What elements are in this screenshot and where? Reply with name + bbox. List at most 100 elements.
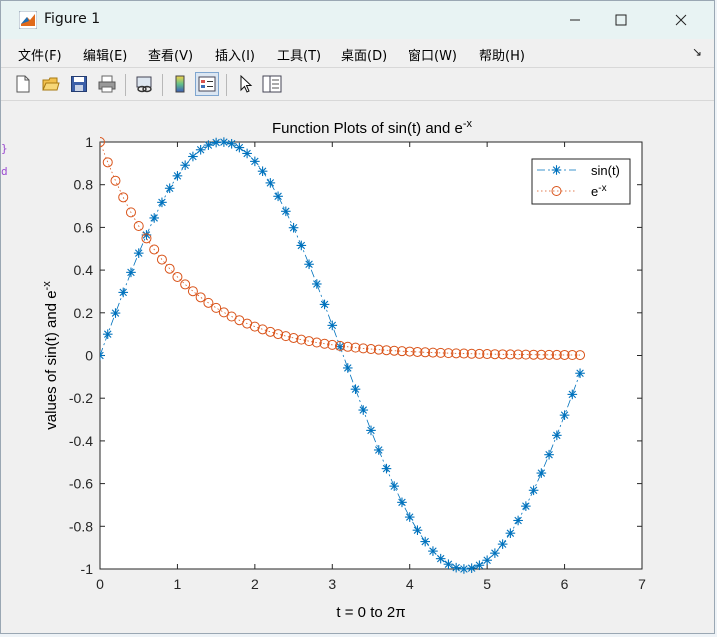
legend-marker [551,165,562,175]
data-point [459,564,469,574]
menu-tools[interactable]: 工具(T) [277,49,322,64]
data-point [188,151,198,162]
data-point [226,138,237,149]
figure-canvas: } d 0 1 2 3 4 5 6 7 -1 -0.8 -0.6 -0.4 -0.2 0 0.2 0.4 0.6… [1,102,714,633]
x-axis-label: t = 0 to 2π [336,604,405,621]
data-point [552,430,562,441]
toolbar-separator [125,74,126,96]
window-title: Figure 1 [44,11,101,27]
menu-file[interactable]: 文件(F) [18,49,62,64]
data-point [497,539,508,549]
data-point [100,137,105,147]
data-point [195,292,206,303]
menu-desktop[interactable]: 桌面(D) [341,49,388,64]
data-point [404,346,415,357]
x-tick-label: 7 [638,576,646,592]
y-tick-label: -0.8 [69,518,93,534]
data-point [126,267,136,278]
legend-box [531,158,631,205]
data-point [265,178,276,188]
data-point [567,350,578,361]
toolbar-separator [162,74,163,96]
data-point [172,171,183,181]
menu-help[interactable]: 帮助(H) [479,49,525,64]
data-point [218,307,229,318]
data-point [536,349,547,360]
new-figure-button[interactable] [11,72,35,96]
colorbar-button[interactable] [168,72,192,96]
data-point [427,347,438,358]
menu-edit[interactable]: 编辑(E) [83,49,128,64]
data-point [412,346,423,357]
data-point [100,350,105,361]
data-point [567,389,578,400]
legend-button[interactable] [195,72,219,96]
data-point [451,562,461,573]
data-point [482,555,492,566]
minimize-button[interactable] [552,1,598,39]
figure-toolbar [1,67,714,101]
data-point [559,410,570,420]
chart-title: Function Plots of sin(t) and e-x [272,118,473,137]
y-tick-label: 0.6 [74,219,94,235]
y-tick-label: 0 [85,348,93,364]
data-point [203,140,214,150]
data-point [180,160,190,171]
data-point [366,344,376,355]
save-button[interactable] [67,72,91,96]
close-icon [675,14,687,26]
menu-window[interactable]: 窗口(W) [408,49,457,64]
data-point [149,244,160,255]
side-mark: } [1,142,8,155]
data-point [288,222,299,233]
y-tick-label: -1 [81,561,94,577]
data-point [335,340,346,351]
data-point [443,559,454,570]
close-button[interactable] [658,1,704,39]
data-point [133,221,144,232]
x-tick-label: 5 [483,576,491,592]
data-point [544,349,555,360]
data-point [110,308,121,318]
data-point [164,183,175,194]
x-tick-label: 0 [96,576,104,592]
data-point [489,349,500,360]
link-plot-button[interactable] [132,72,156,96]
open-file-button[interactable] [39,72,63,96]
y-axis-label: values of sin(t) and e-x [41,281,60,430]
data-point [551,349,562,360]
data-point [420,536,430,547]
data-point [513,515,523,526]
pointer-button[interactable] [233,72,257,96]
x-tick-label: 2 [251,576,259,592]
data-point [389,345,400,356]
data-point [443,348,454,359]
data-point [102,329,113,339]
data-point [311,337,322,348]
data-point [575,350,586,361]
data-point [505,528,516,538]
menu-overflow-icon[interactable]: ↘ [691,45,702,59]
menu-insert[interactable]: 插入(I) [215,49,255,64]
chart: 0 1 2 3 4 5 6 7 -1 -0.8 -0.6 -0.4 -0.2 0 0.2 0.4 0.6 0.8 1… [41,118,646,621]
data-point [373,445,384,455]
open-file-icon [42,77,60,91]
pointer-icon [240,75,253,93]
data-point [280,331,291,342]
data-point [242,148,252,159]
data-point [118,287,129,298]
maximize-button[interactable] [598,1,644,39]
data-point [342,363,353,373]
menu-view[interactable]: 查看(V) [148,49,194,64]
property-inspector-button[interactable] [260,72,284,96]
y-tick-label: 0.2 [74,305,94,321]
data-point [389,481,400,491]
data-point [296,334,307,345]
data-point [435,553,446,564]
matlab-logo-icon [19,11,37,29]
print-button[interactable] [95,72,119,96]
data-point [404,512,415,522]
data-point [358,405,369,415]
side-mark: d [1,165,8,178]
series-line-1 [100,141,581,356]
